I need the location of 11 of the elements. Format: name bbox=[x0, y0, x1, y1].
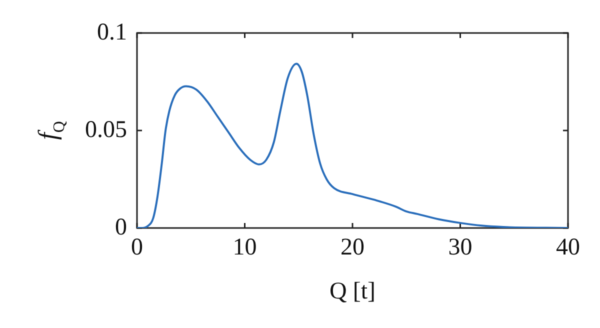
x-tick-label: 30 bbox=[448, 234, 472, 261]
y-tick-label: 0 bbox=[115, 214, 127, 240]
x-tick-label: 10 bbox=[232, 234, 257, 261]
x-tick-label: 20 bbox=[340, 234, 364, 261]
y-tick-label: 0.1 bbox=[97, 19, 127, 46]
line-series bbox=[137, 62, 568, 228]
x-axis-title: Q [t] bbox=[330, 278, 376, 304]
y-axis-title: fQ bbox=[33, 120, 68, 140]
x-tick-label: 0 bbox=[131, 234, 143, 261]
x-tick-label: 40 bbox=[556, 234, 580, 261]
y-tick-label: 0.05 bbox=[85, 116, 127, 143]
